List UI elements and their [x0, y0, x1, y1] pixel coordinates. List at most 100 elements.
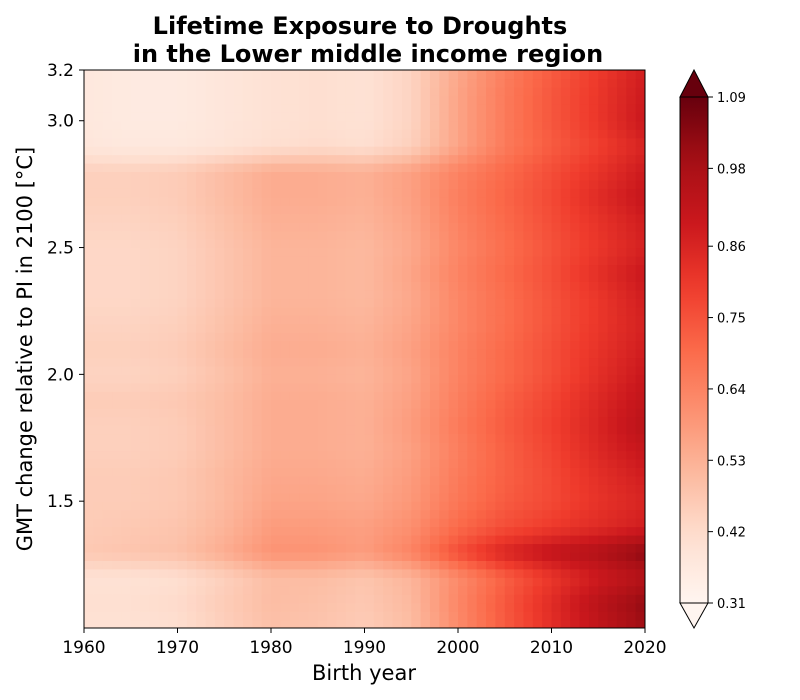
heatmap-cell [233, 560, 244, 570]
heatmap-cell [186, 458, 197, 468]
heatmap-cell [411, 340, 422, 350]
heatmap-cell [196, 315, 207, 325]
heatmap-cell [439, 408, 450, 418]
heatmap-cell [261, 374, 272, 384]
heatmap-cell [327, 196, 338, 206]
heatmap-cell [299, 374, 309, 384]
heatmap-cell [112, 256, 122, 266]
heatmap-cell [280, 230, 291, 240]
heatmap-cell [317, 137, 328, 147]
heatmap-cell [102, 213, 113, 223]
heatmap-cell [551, 349, 562, 359]
heatmap-cell [130, 535, 141, 545]
heatmap-cell [495, 518, 506, 528]
heatmap-cell [420, 475, 431, 485]
heatmap-cell [233, 602, 244, 612]
heatmap-cell [476, 492, 487, 502]
heatmap-cell [476, 332, 487, 342]
heatmap-cell [299, 332, 309, 342]
heatmap-cell [336, 222, 347, 232]
heatmap-cell [308, 391, 319, 401]
heatmap-cell [392, 484, 403, 494]
heatmap-cell [588, 95, 599, 105]
heatmap-cell [504, 272, 515, 282]
heatmap-cell [542, 551, 553, 561]
heatmap-cell [383, 112, 394, 122]
heatmap-cell [551, 154, 562, 164]
heatmap-cell [308, 526, 319, 536]
heatmap-cell [102, 408, 113, 418]
heatmap-cell [214, 129, 225, 139]
heatmap-cell [551, 526, 562, 536]
heatmap-cell [336, 213, 347, 223]
heatmap-cell [467, 129, 478, 139]
heatmap-cell [383, 526, 394, 536]
heatmap-cell [261, 289, 272, 299]
heatmap-cell [429, 458, 440, 468]
heatmap-cell [224, 256, 235, 266]
heatmap-cell [560, 535, 571, 545]
heatmap-cell [486, 323, 496, 333]
heatmap-cell [336, 450, 347, 460]
heatmap-cell [401, 619, 412, 628]
heatmap-cell [186, 264, 197, 274]
heatmap-cell [588, 365, 599, 375]
heatmap-cell [327, 357, 338, 367]
heatmap-cell [514, 129, 525, 139]
heatmap-cell [130, 129, 141, 139]
heatmap-cell [289, 568, 300, 578]
heatmap-cell [280, 315, 291, 325]
heatmap-cell [495, 365, 506, 375]
heatmap-cell [168, 492, 179, 502]
heatmap-cell [205, 129, 216, 139]
heatmap-cell [158, 171, 169, 181]
heatmap-cell [224, 239, 235, 249]
heatmap-cell [588, 146, 599, 156]
heatmap-cell [635, 315, 645, 325]
heatmap-cell [401, 526, 412, 536]
heatmap-cell [168, 281, 179, 291]
heatmap-cell [130, 467, 141, 477]
heatmap-cell [149, 594, 160, 604]
heatmap-cell [196, 129, 207, 139]
heatmap-cell [186, 585, 197, 595]
heatmap-cell [149, 120, 160, 130]
heatmap-cell [439, 163, 450, 173]
heatmap-cell [317, 391, 328, 401]
heatmap-cell [84, 171, 94, 181]
heatmap-cell [523, 425, 534, 435]
heatmap-cell [158, 230, 169, 240]
heatmap-cell [261, 340, 272, 350]
heatmap-cell [635, 475, 645, 485]
heatmap-cell [186, 602, 197, 612]
heatmap-cell [504, 509, 515, 519]
heatmap-cell [532, 247, 543, 257]
heatmap-cell [476, 568, 487, 578]
heatmap-cell [168, 272, 179, 282]
heatmap-cell [336, 535, 347, 545]
heatmap-cell [401, 103, 412, 113]
heatmap-cell [373, 171, 384, 181]
heatmap-cell [560, 315, 571, 325]
heatmap-cell [486, 467, 496, 477]
heatmap-cell [467, 323, 478, 333]
heatmap-cell [364, 349, 375, 359]
heatmap-cell [102, 239, 113, 249]
heatmap-cell [271, 416, 281, 426]
heatmap-cell [504, 196, 515, 206]
heatmap-cell [514, 188, 525, 198]
heatmap-cell [149, 188, 160, 198]
heatmap-cell [233, 256, 244, 266]
heatmap-cell [542, 568, 553, 578]
heatmap-cell [205, 492, 216, 502]
heatmap-cell [392, 374, 403, 384]
heatmap-cell [196, 577, 207, 587]
heatmap-cell [616, 484, 627, 494]
heatmap-cell [551, 247, 562, 257]
heatmap-cell [439, 179, 450, 189]
heatmap-cell [626, 239, 637, 249]
heatmap-cell [373, 475, 384, 485]
heatmap-cell [588, 526, 599, 536]
heatmap-cell [140, 382, 151, 392]
heatmap-cell [355, 374, 366, 384]
